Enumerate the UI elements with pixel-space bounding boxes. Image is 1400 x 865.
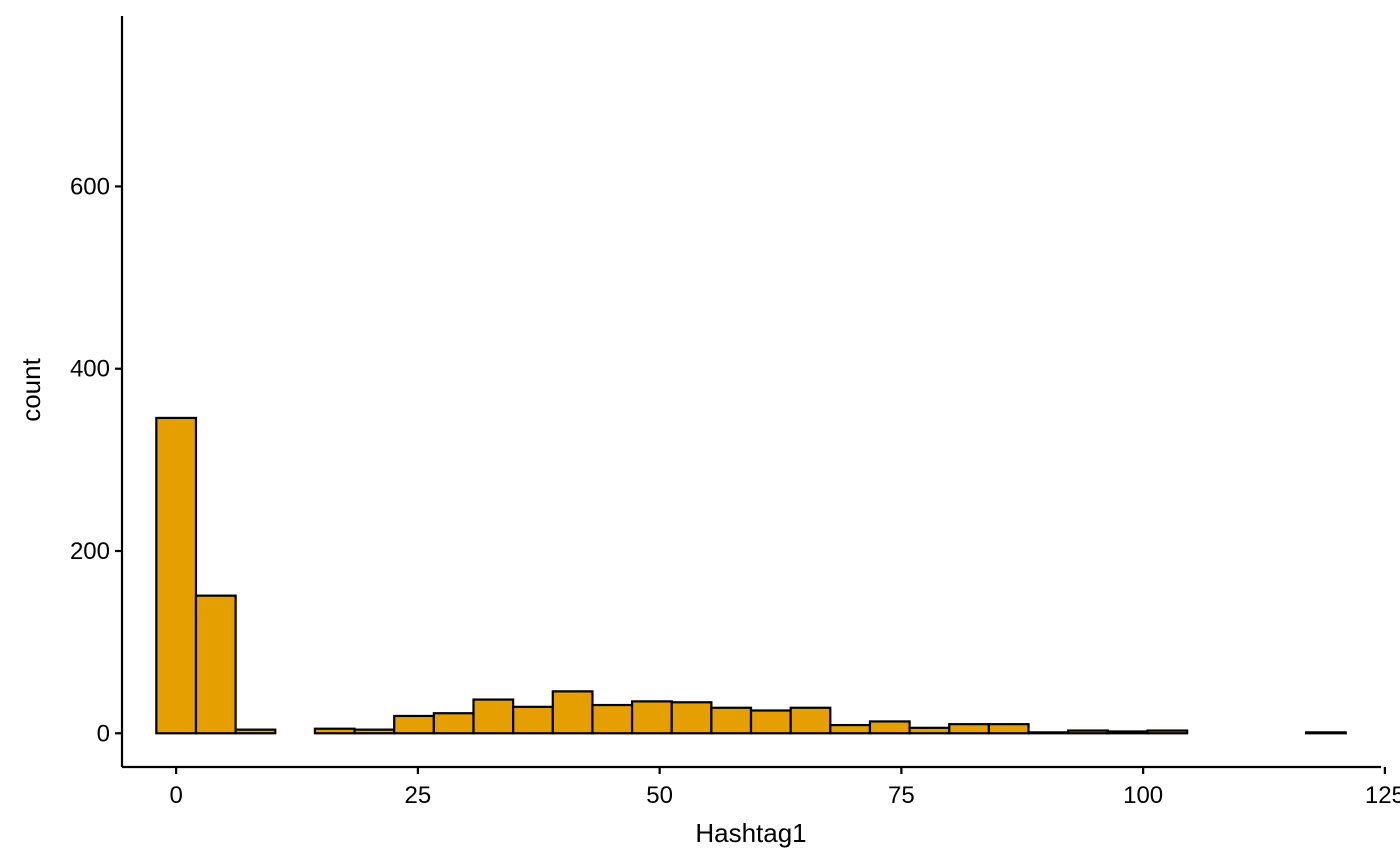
x-tick-label: 100: [1123, 782, 1163, 809]
x-axis-title: Hashtag1: [695, 818, 806, 848]
histogram-bar: [1106, 730, 1149, 735]
histogram-bar: [710, 706, 753, 735]
histogram-bar: [432, 712, 475, 735]
x-axis-ticks: 0 25 50 75 100 125: [169, 767, 1400, 809]
histogram-bar: [749, 709, 792, 735]
histogram-bar: [393, 714, 435, 735]
histogram-bar: [987, 723, 1030, 735]
histogram-bar: [472, 698, 515, 735]
histogram-bar: [591, 703, 634, 735]
histogram-bar: [194, 594, 237, 735]
histogram-bar: [908, 726, 951, 735]
y-tick-label: 600: [70, 173, 110, 200]
histogram-bar: [1027, 731, 1070, 735]
histogram-bar: [948, 723, 990, 735]
histogram-bar: [789, 706, 832, 735]
x-tick-label: 75: [888, 782, 915, 809]
y-tick-label: 400: [70, 356, 110, 383]
y-tick-label: 0: [97, 720, 110, 747]
y-tick-label: 200: [70, 538, 110, 565]
histogram-bar: [551, 690, 594, 735]
x-tick-label: 50: [646, 782, 673, 809]
histogram-bar: [868, 720, 911, 735]
histogram-bar: [512, 705, 554, 735]
histogram-bar: [1146, 729, 1189, 735]
y-axis-title: count: [16, 357, 46, 421]
histogram-bar: [1067, 729, 1109, 735]
histogram-bar: [234, 728, 277, 735]
x-tick-label: 125: [1365, 782, 1400, 809]
histogram-bar: [313, 727, 356, 735]
histogram-bar: [353, 728, 396, 735]
x-tick-label: 0: [169, 782, 182, 809]
histogram-bar: [1304, 731, 1347, 735]
histogram-bar: [670, 701, 713, 735]
histogram-bar: [155, 416, 198, 735]
histogram-bar: [630, 700, 673, 735]
histogram-bar: [829, 723, 872, 735]
x-tick-label: 25: [405, 782, 432, 809]
histogram-bars: [155, 416, 1347, 735]
y-axis-ticks: 0 200 400 600: [70, 173, 122, 747]
